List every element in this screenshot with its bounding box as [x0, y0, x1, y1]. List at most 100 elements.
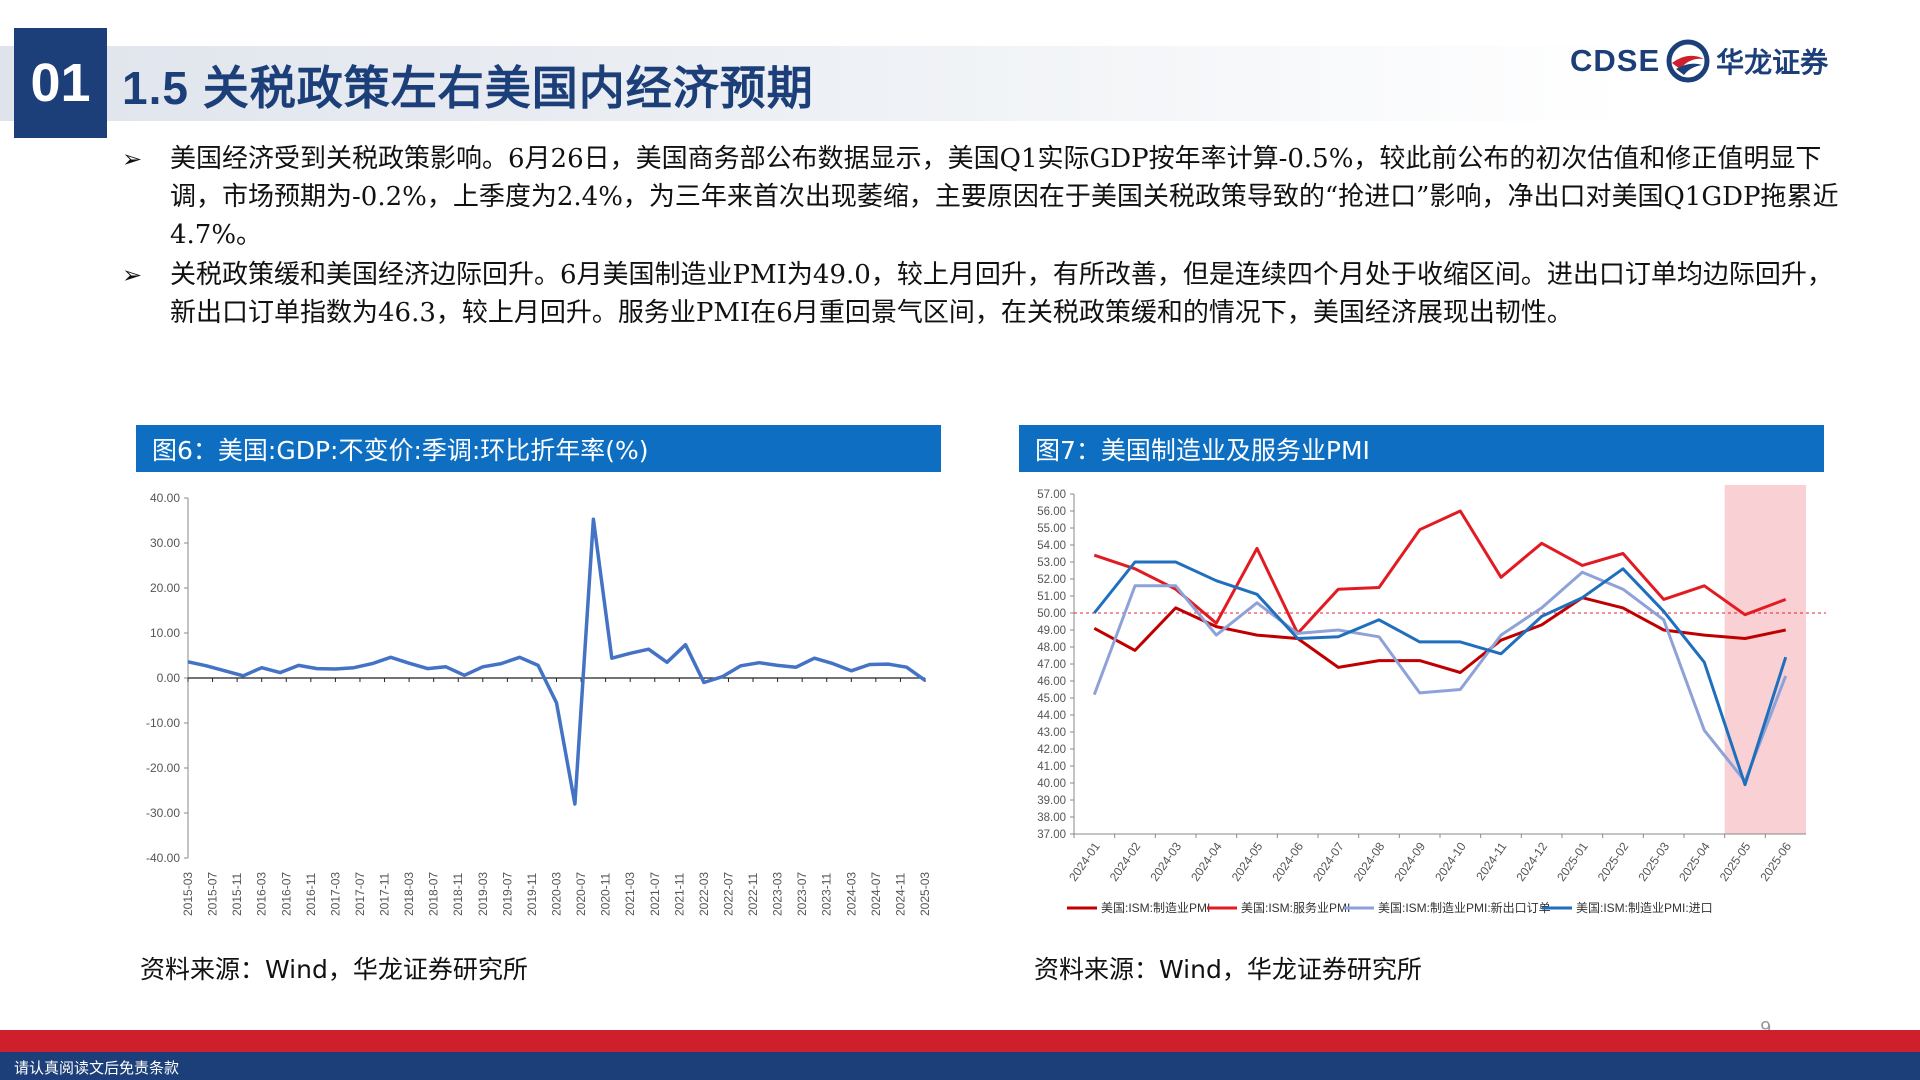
y-tick-label: 20.00 [150, 581, 180, 595]
x-tick-label: 2023-11 [820, 873, 834, 916]
y-tick-label: -10.00 [146, 716, 180, 730]
y-tick-label: 48.00 [1037, 642, 1066, 654]
page-number: 9 [1760, 1018, 1772, 1039]
chart-source: 资料来源：Wind，华龙证券研究所 [1034, 955, 1422, 984]
y-tick-label: 54.00 [1037, 540, 1066, 552]
y-tick-label: 45.00 [1037, 693, 1066, 705]
x-tick-label: 2021-07 [648, 872, 662, 916]
pmi-series-line [1093, 560, 1788, 787]
bullet-text: 美国经济受到关税政策影响。6月26日，美国商务部公布数据显示，美国Q1实际GDP… [170, 144, 1839, 250]
y-tick-label: 52.00 [1037, 574, 1066, 586]
chart-source: 资料来源：Wind，华龙证券研究所 [140, 955, 528, 984]
x-tick-label: 2020-11 [599, 873, 613, 916]
bullet-text: 关税政策缓和美国经济边际回升。6月美国制造业PMI为49.0，较上月回升，有所改… [170, 260, 1833, 328]
y-tick-label: 57.00 [1037, 489, 1066, 501]
x-tick-label: 2024-01 [1066, 839, 1103, 883]
logo-emblem-icon [1666, 39, 1710, 83]
header-band [0, 46, 1920, 121]
x-tick-label: 2019-07 [500, 872, 514, 916]
x-tick-label: 2024-07 [1310, 839, 1347, 883]
y-tick-label: 44.00 [1037, 710, 1066, 722]
x-tick-label: 2025-05 [1717, 839, 1754, 883]
y-tick-label: 56.00 [1037, 506, 1066, 518]
logo-cn: 华龙证券 [1716, 46, 1829, 79]
y-tick-label: 43.00 [1037, 727, 1066, 739]
bullet-arrow-icon: ➢ [122, 261, 143, 289]
x-tick-label: 2017-11 [378, 873, 392, 916]
legend-label: 美国:ISM:制造业PMI [1101, 901, 1210, 915]
x-tick-label: 2022-07 [721, 872, 735, 916]
legend-label: 美国:ISM:制造业PMI:新出口订单 [1378, 900, 1551, 915]
x-tick-label: 2024-02 [1107, 839, 1144, 883]
gdp-chart: 40.00 30.00 20.00 10.00 0.00 -10.00 -20.00 -30.… [146, 491, 932, 916]
bullet-item: ➢ 关税政策缓和美国经济边际回升。6月美国制造业PMI为49.0，较上月回升，有… [122, 256, 1842, 332]
x-tick-label: 2023-03 [771, 872, 785, 916]
footer-blue-bar [0, 1052, 1920, 1080]
pmi-series-line [1093, 596, 1787, 674]
x-tick-label: 2024-11 [1473, 839, 1509, 883]
x-tick-label: 2016-11 [304, 873, 318, 916]
x-tick-label: 2023-07 [795, 872, 809, 916]
y-tick-label: 40.00 [150, 491, 180, 505]
y-tick-label: 41.00 [1037, 761, 1066, 773]
y-tick-label: 53.00 [1037, 557, 1066, 569]
y-tick-label: 49.00 [1037, 625, 1066, 637]
y-tick-label: 55.00 [1037, 523, 1066, 535]
section-number: 01 [14, 28, 107, 138]
y-tick-label: 46.00 [1037, 676, 1066, 688]
y-tick-label: 51.00 [1037, 591, 1066, 603]
page-title: 1.5 关税政策左右美国内经济预期 [122, 62, 814, 114]
y-tick-label: 42.00 [1037, 744, 1066, 756]
x-tick-label: 2025-03 [918, 872, 932, 916]
x-tick-label: 2024-04 [1188, 839, 1225, 883]
x-tick-label: 2024-07 [869, 872, 883, 916]
x-tick-label: 2024-03 [1147, 839, 1184, 883]
x-tick-label: 2018-07 [427, 872, 441, 916]
x-tick-label: 2015-07 [206, 872, 220, 916]
x-tick-label: 2022-11 [746, 873, 760, 916]
x-tick-label: 2024-12 [1513, 839, 1550, 883]
x-tick-label: 2022-03 [697, 872, 711, 916]
legend-label: 美国:ISM:服务业PMI [1241, 900, 1350, 915]
y-tick-label: 39.00 [1037, 795, 1066, 807]
y-tick-label: -20.00 [146, 761, 180, 775]
x-tick-label: 2017-07 [353, 872, 367, 916]
pmi-series-line [1092, 570, 1788, 783]
x-tick-label: 2024-09 [1391, 839, 1428, 883]
y-tick-label: 30.00 [150, 536, 180, 550]
x-tick-label: 2019-03 [476, 872, 490, 916]
x-tick-label: 2021-03 [623, 872, 637, 916]
y-tick-label: -30.00 [146, 806, 180, 820]
y-tick-label: 0.00 [157, 671, 181, 685]
pmi-series-line [1093, 509, 1787, 635]
x-tick-label: 2016-03 [255, 872, 269, 916]
chart-title: 图7：美国制造业及服务业PMI [1019, 425, 1824, 472]
x-tick-label: 2017-03 [328, 872, 342, 916]
footer-red-bar [0, 1030, 1920, 1052]
y-tick-label: 38.00 [1037, 812, 1066, 824]
x-tick-label: 2024-06 [1269, 839, 1306, 883]
chart-title: 图6：美国:GDP:不变价:季调:环比折年率(%) [136, 425, 941, 472]
x-tick-label: 2016-07 [279, 872, 293, 916]
bullet-item: ➢ 美国经济受到关税政策影响。6月26日，美国商务部公布数据显示，美国Q1实际G… [122, 140, 1842, 254]
shaded-region [1724, 485, 1806, 834]
x-tick-label: 2024-10 [1432, 839, 1469, 883]
y-tick-label: 47.00 [1037, 659, 1066, 671]
y-tick-label: 40.00 [1037, 778, 1066, 790]
x-tick-label: 2025-06 [1757, 839, 1794, 883]
legend-label: 美国:ISM:制造业PMI:进口 [1576, 901, 1713, 915]
y-tick-label: -40.00 [146, 851, 180, 865]
x-tick-label: 2015-11 [230, 873, 244, 916]
x-tick-label: 2021-11 [672, 873, 686, 916]
x-tick-label: 2024-05 [1229, 839, 1266, 883]
x-tick-label: 2025-02 [1595, 839, 1632, 883]
logo-text: CDSE [1570, 43, 1661, 78]
x-tick-label: 2025-03 [1635, 839, 1672, 883]
y-tick-label: 50.00 [1037, 608, 1066, 620]
disclaimer: 请认真阅读文后免责条款 [14, 1059, 180, 1077]
x-tick-label: 2019-11 [525, 873, 539, 916]
x-tick-label: 2025-01 [1554, 839, 1591, 883]
y-tick-label: 10.00 [150, 626, 180, 640]
x-tick-label: 2025-04 [1676, 839, 1713, 883]
pmi-chart: 57.00 56.00 55.00 54.00 53.00 52.00 51.00 50.00… [1037, 485, 1826, 915]
